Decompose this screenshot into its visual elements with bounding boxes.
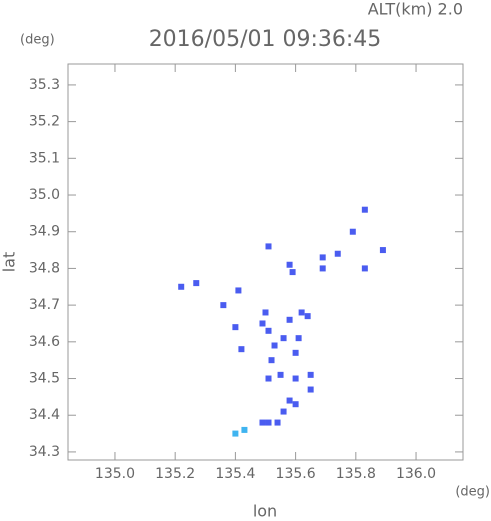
- y-tick-label: 34.3: [29, 444, 60, 460]
- y-tick-label: 34.9: [29, 224, 60, 240]
- echo-point: [193, 280, 200, 287]
- x-unit: (deg): [455, 485, 490, 500]
- chart-title: 2016/05/01 09:36:45: [149, 27, 382, 52]
- echo-point: [178, 283, 185, 290]
- echo-point: [319, 265, 326, 272]
- x-axis-label: lon: [253, 502, 277, 521]
- echo-point: [277, 371, 284, 378]
- y-tick-label: 35.2: [29, 114, 60, 130]
- echo-point: [280, 335, 287, 342]
- echo-point: [232, 430, 239, 437]
- echo-point: [274, 419, 281, 426]
- echo-point: [307, 386, 314, 393]
- echo-point: [307, 371, 314, 378]
- y-tick-label: 34.4: [29, 407, 60, 423]
- echo-point: [271, 342, 278, 349]
- y-tick-label: 34.8: [29, 260, 60, 276]
- echo-point: [304, 313, 311, 320]
- echo-point: [268, 357, 275, 364]
- echo-point: [319, 254, 326, 261]
- echo-point: [361, 206, 368, 213]
- echo-point: [265, 327, 272, 334]
- echo-point: [361, 265, 368, 272]
- echo-point: [292, 375, 299, 382]
- y-tick-label: 34.7: [29, 297, 60, 313]
- y-unit: (deg): [20, 33, 55, 48]
- echo-point: [286, 261, 293, 268]
- echo-point: [292, 349, 299, 356]
- echo-point: [241, 426, 248, 433]
- x-tick-label: 135.0: [95, 466, 135, 482]
- echo-point: [298, 309, 305, 316]
- echo-point: [265, 243, 272, 250]
- plot-frame: [67, 63, 464, 461]
- y-tick-label: 35.3: [29, 77, 60, 93]
- y-axis-label: lat: [0, 252, 19, 273]
- echo-point: [265, 419, 272, 426]
- echo-point: [262, 309, 269, 316]
- y-tick-label: 34.5: [29, 371, 60, 387]
- echo-point: [238, 346, 245, 353]
- echo-point: [286, 316, 293, 323]
- x-tick-label: 135.4: [215, 466, 255, 482]
- altitude-label: ALT(km) 2.0: [368, 0, 463, 19]
- x-tick-label: 135.8: [336, 466, 376, 482]
- x-tick-label: 136.0: [396, 466, 436, 482]
- echo-point: [220, 302, 227, 309]
- x-tick-label: 135.2: [155, 466, 195, 482]
- echo-point: [232, 324, 239, 331]
- echo-point: [259, 419, 266, 426]
- echo-point: [349, 228, 356, 235]
- echo-point: [292, 401, 299, 408]
- echo-point: [286, 397, 293, 404]
- echo-point: [379, 247, 386, 254]
- echo-point: [265, 375, 272, 382]
- echo-point: [235, 287, 242, 294]
- y-tick-label: 35.1: [29, 150, 60, 166]
- y-tick-label: 35.0: [29, 187, 60, 203]
- echo-point: [334, 250, 341, 257]
- echo-point: [259, 320, 266, 327]
- y-tick-label: 34.6: [29, 334, 60, 350]
- echo-point: [295, 335, 302, 342]
- echo-point: [289, 269, 296, 276]
- echo-point: [280, 408, 287, 415]
- x-tick-label: 135.6: [276, 466, 316, 482]
